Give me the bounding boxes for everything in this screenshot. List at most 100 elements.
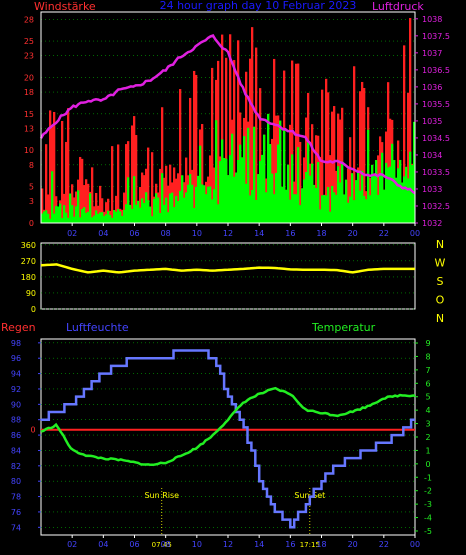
wind-average-bar (233, 176, 236, 223)
wind-average-bar (121, 215, 124, 223)
wind-average-bar (163, 204, 166, 223)
wind-average-bar (85, 212, 88, 223)
wind-average-bar (339, 182, 342, 223)
wind-gust-bar (105, 202, 108, 223)
wind-average-bar (151, 216, 154, 223)
chart-title: 24 hour graph day 10 Februar 2023 (160, 0, 357, 12)
wind-gust-bar (143, 175, 146, 223)
wind-gust-bar (161, 107, 164, 223)
wind-average-bar (69, 193, 72, 223)
wind-average-bar (99, 212, 102, 223)
wind-average-bar (313, 184, 316, 223)
wind-average-bar (183, 197, 186, 223)
wind-average-bar (117, 209, 120, 223)
wind-gust-bar (295, 63, 298, 224)
wind-average-bar (93, 215, 96, 223)
temperature-tick-label: 9 (425, 339, 430, 348)
wind-average-bar (59, 203, 62, 223)
wind-speed-tick-label: 3 (29, 197, 34, 206)
wind-average-bar (263, 134, 266, 223)
wind-average-bar (157, 197, 160, 223)
pressure-tick-label: 1036 (422, 83, 442, 92)
wind-speed-tick-label: 13 (24, 124, 34, 133)
wind-average-bar (363, 196, 366, 223)
pressure-axis: 1032 1032.5 1033 1033.5 1034 1034.5 1035 1035.5… (415, 15, 450, 228)
wind-average-bar (77, 190, 80, 223)
pressure-tick-label: 1032 (422, 219, 442, 228)
wind-average-bar (197, 175, 200, 223)
wind-average-bar (73, 216, 76, 223)
wind-average-bar (45, 210, 48, 223)
wind-average-bar (369, 195, 372, 223)
wind-gust-bar (71, 184, 74, 223)
wind-average-bar (411, 164, 414, 223)
wind-time-tick-label: 06 (129, 229, 139, 238)
wind-average-bar (245, 183, 248, 223)
wind-gust-bar (47, 194, 50, 223)
wind-gust-bar (87, 183, 90, 223)
wind-average-bar (129, 204, 132, 223)
direction-tick-label: 360 (21, 241, 36, 250)
direction-grid (41, 244, 415, 310)
direction-tick-label: 90 (26, 289, 36, 298)
wind-gust-bar (81, 158, 84, 223)
direction-tick-label: 180 (21, 273, 36, 282)
wind-average-bar (261, 154, 264, 223)
wind-average-bar (71, 205, 74, 223)
wind-gust-bar (85, 179, 88, 223)
temperature-tick-label: 0 (425, 460, 430, 469)
wind-average-bar (255, 199, 258, 223)
wind-average-bar (61, 218, 64, 223)
wind-gust-bar (245, 71, 248, 223)
wind-average-bar (229, 155, 232, 223)
temperature-tick-label: -2 (424, 487, 432, 496)
wind-speed-tick-label: 5 (29, 183, 34, 192)
wind-average-bar (237, 159, 240, 223)
wind-average-bar (111, 217, 114, 223)
wind-average-bar (53, 213, 56, 223)
wind-average-bar (387, 167, 390, 223)
wind-gust-bar (201, 124, 204, 223)
wind-average-bar (43, 211, 46, 223)
wind-average-bar (333, 192, 336, 223)
wind-average-bar (327, 187, 330, 223)
temperature-tick-label: 7 (425, 366, 430, 375)
wind-gust-bar (65, 141, 68, 223)
humidity-time-tick-label: 00 (410, 540, 420, 549)
wind-average-bar (127, 177, 130, 223)
wind-average-bar (283, 129, 286, 223)
wind-gust-bar (361, 81, 364, 224)
wind-average-bar (279, 120, 282, 223)
wind-average-bar (379, 174, 382, 223)
wind-average-bar (409, 151, 412, 223)
wind-average-bar (273, 194, 276, 223)
wind-average-bar (317, 162, 320, 223)
wind-speed-tick-label: 25 (24, 37, 34, 46)
wind-average-bar (343, 194, 346, 223)
humidity-label: Luftfeuchte (66, 321, 129, 334)
wind-average-bar (177, 201, 180, 223)
wind-speed-tick-label: 18 (24, 88, 34, 97)
temperature-label: Temperatur (311, 321, 376, 334)
pressure-tick-label: 1032.5 (422, 202, 450, 211)
wind-speed-tick-label: 10 (24, 146, 34, 155)
humidity-line (41, 349, 415, 529)
wind-average-bar (365, 199, 368, 223)
wind-average-bar (361, 170, 364, 223)
wind-average-bar (81, 209, 84, 223)
wind-average-bar (155, 193, 158, 223)
wind-gust-bar (359, 91, 362, 223)
wind-average-bar (299, 205, 302, 223)
wind-gust-bar (329, 155, 332, 223)
wind-average-bar (307, 141, 310, 223)
wind-average-bar (375, 160, 378, 223)
humidity-tick-label: 88 (11, 416, 21, 425)
wind-time-axis: 02 04 06 08 10 12 14 16 18 20 22 00 (67, 223, 420, 238)
wind-average-bar (145, 192, 148, 223)
wind-average-bar (297, 147, 300, 223)
wind-average-bar (373, 173, 376, 223)
pressure-tick-label: 1037 (422, 49, 442, 58)
pressure-tick-label: 1035.5 (422, 100, 450, 109)
wind-gust-bar (409, 18, 412, 223)
